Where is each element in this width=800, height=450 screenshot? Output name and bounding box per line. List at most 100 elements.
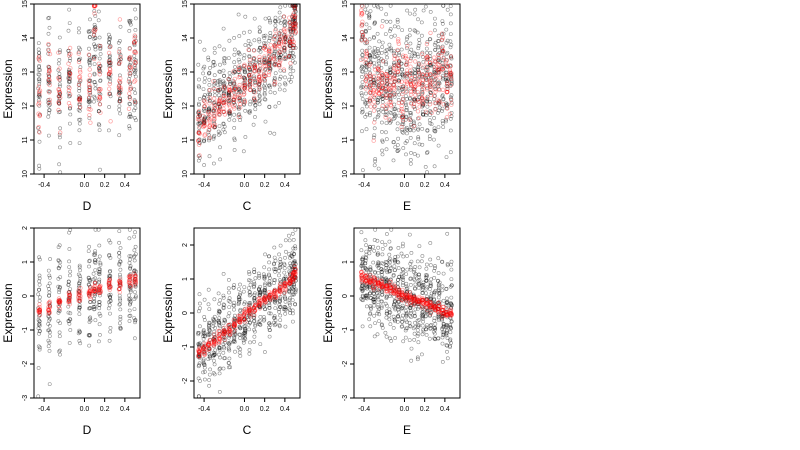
- observed-point: [96, 122, 101, 127]
- fitted-point: [400, 91, 405, 97]
- observed-point: [372, 126, 377, 131]
- observed-point: [221, 110, 226, 115]
- observed-point: [416, 331, 421, 336]
- observed-point: [416, 340, 421, 345]
- observed-point: [432, 42, 437, 47]
- fitted-point: [128, 65, 133, 70]
- observed-point: [87, 79, 92, 84]
- observed-point: [211, 161, 216, 166]
- observed-point: [127, 95, 132, 99]
- observed-point: [211, 60, 216, 65]
- observed-point: [363, 114, 368, 119]
- observed-point: [227, 93, 232, 97]
- fitted-point: [98, 110, 103, 115]
- observed-point: [117, 240, 122, 245]
- observed-point: [396, 260, 401, 265]
- x-axis-title: E: [403, 199, 411, 213]
- observed-point: [404, 152, 408, 157]
- observed-point: [37, 129, 41, 134]
- observed-point: [278, 15, 283, 20]
- plot-frame: [33, 3, 141, 175]
- observed-point: [78, 268, 82, 273]
- observed-point: [384, 147, 389, 152]
- fitted-point: [36, 84, 42, 89]
- fitted-point: [67, 53, 72, 58]
- fitted-point: [47, 77, 52, 83]
- observed-point: [227, 93, 231, 98]
- observed-point: [97, 66, 101, 71]
- observed-point: [407, 33, 412, 38]
- observed-point: [47, 281, 52, 286]
- observed-point: [68, 269, 73, 274]
- observed-point: [227, 111, 232, 116]
- observed-point: [237, 350, 242, 355]
- observed-point: [278, 313, 283, 318]
- observed-point: [117, 133, 122, 138]
- observed-point: [37, 57, 41, 62]
- observed-point: [86, 99, 91, 104]
- observed-point: [98, 52, 103, 56]
- observed-point: [56, 110, 61, 115]
- observed-point: [211, 108, 216, 113]
- observed-point: [277, 273, 281, 278]
- observed-point: [68, 79, 72, 84]
- observed-point: [408, 11, 412, 16]
- observed-point: [217, 389, 222, 394]
- observed-point: [217, 124, 222, 129]
- observed-point: [404, 131, 409, 136]
- x-tick-label: -0.4: [38, 182, 50, 189]
- observed-point: [359, 75, 364, 79]
- observed-point: [118, 321, 122, 326]
- observed-point: [409, 346, 414, 351]
- observed-point: [387, 29, 392, 33]
- observed-point: [387, 317, 392, 322]
- observed-point: [133, 16, 138, 21]
- fitted-point: [58, 95, 63, 100]
- observed-point: [409, 310, 413, 315]
- observed-point: [107, 105, 112, 109]
- observed-point: [97, 243, 102, 248]
- observed-point: [77, 121, 82, 126]
- observed-point: [372, 163, 377, 168]
- y-axis-title: Expression: [1, 283, 15, 342]
- observed-point: [133, 61, 138, 66]
- fitted-point: [67, 92, 73, 97]
- observed-point: [372, 46, 377, 50]
- fitted-point: [37, 54, 42, 60]
- observed-point: [425, 50, 429, 55]
- observed-point: [46, 81, 51, 86]
- observed-point: [37, 257, 42, 262]
- fitted-point: [97, 64, 102, 70]
- observed-point: [282, 88, 287, 93]
- observed-point: [202, 104, 207, 109]
- observed-point: [97, 91, 102, 96]
- observed-point: [207, 372, 212, 377]
- observed-point: [227, 305, 232, 310]
- observed-point: [263, 119, 268, 124]
- fitted-point: [37, 58, 42, 63]
- fitted-point: [268, 43, 273, 48]
- x-tick-label: -0.4: [198, 406, 210, 413]
- observed-point: [412, 331, 417, 336]
- observed-point: [212, 93, 217, 98]
- observed-point: [449, 267, 454, 272]
- observed-point: [58, 126, 63, 131]
- observed-point: [227, 80, 232, 85]
- observed-point: [216, 89, 221, 94]
- observed-point: [277, 252, 282, 257]
- observed-point: [228, 74, 232, 79]
- observed-point: [217, 82, 222, 87]
- observed-point: [415, 153, 420, 158]
- observed-point: [58, 78, 62, 83]
- observed-point: [203, 109, 208, 114]
- fitted-point: [127, 65, 133, 70]
- observed-point: [56, 61, 61, 66]
- observed-point: [408, 157, 413, 162]
- observed-point: [391, 325, 396, 330]
- observed-point: [118, 39, 122, 43]
- observed-point: [293, 246, 298, 251]
- observed-point: [408, 41, 413, 46]
- observed-point: [207, 88, 211, 93]
- observed-point: [227, 95, 231, 99]
- observed-point: [202, 314, 207, 319]
